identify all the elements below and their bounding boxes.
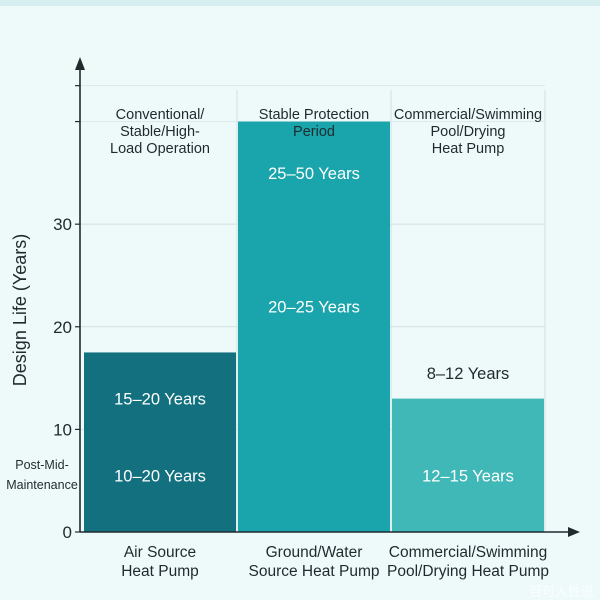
bar-0	[84, 352, 236, 532]
y-axis-title: Design Life (Years)	[10, 234, 30, 386]
column-header-1: Stable Protection Period	[259, 107, 369, 140]
side-note: Post-Mid-Maintenance	[6, 458, 78, 492]
y-tick-label: 0	[63, 523, 72, 542]
y-tick-label: 20	[53, 318, 72, 337]
bar-annotation-1: 10–20 Years	[114, 468, 206, 486]
x-tick-label-0: Air Source Heat Pump	[121, 544, 199, 580]
x-tick-label-2: Commercial/Swimming Pool/Drying Heat Pump	[387, 544, 549, 580]
bar-1	[238, 121, 390, 532]
bar-2	[392, 398, 544, 532]
bar-annotation-0: 15–20 Years	[114, 391, 206, 409]
bar-annotation-5: 12–15 Years	[422, 468, 514, 486]
watermark: 百可人性说	[529, 584, 594, 599]
y-axis-arrow	[75, 57, 85, 70]
column-header-0: Conventional/Stable/High-Load Operation	[110, 107, 210, 157]
bar-annotation-4: 8–12 Years	[427, 365, 510, 383]
column-header-2: Commercial/Swimming Pool/Drying Heat Pump	[394, 107, 542, 157]
bar-annotation-2: 25–50 Years	[268, 165, 360, 183]
x-tick-label-1: Ground/Water Source Heat Pump	[249, 544, 380, 580]
x-axis-arrow	[568, 527, 580, 537]
y-tick-label: 30	[53, 215, 72, 234]
y-tick-label: 10	[53, 420, 72, 439]
bar-annotation-3: 20–25 Years	[268, 298, 360, 316]
top-band	[0, 0, 600, 6]
